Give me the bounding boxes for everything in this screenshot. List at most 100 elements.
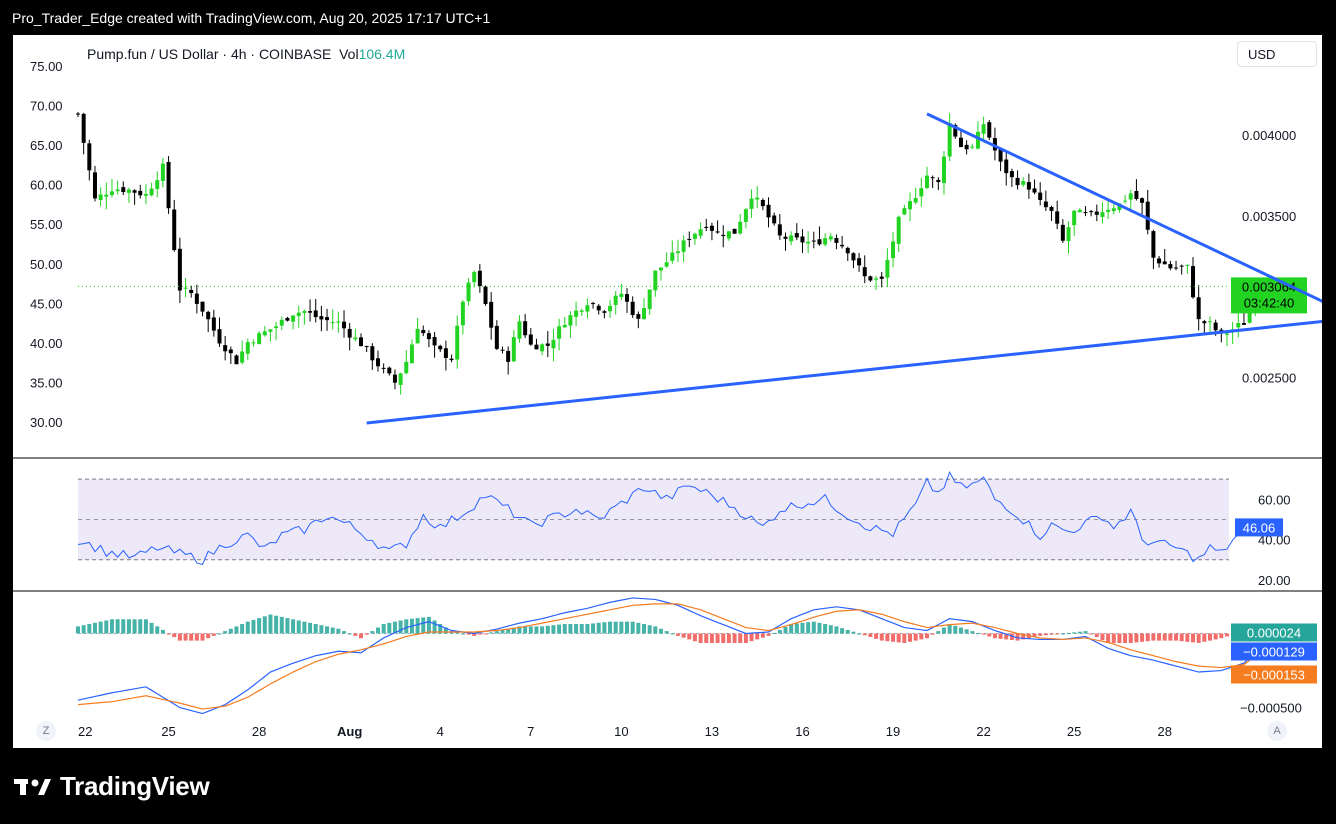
candle-body (308, 311, 313, 313)
macd-histogram-bar (1213, 633, 1218, 640)
macd-histogram-bar (591, 623, 596, 634)
candle-body (296, 312, 301, 317)
candle-body (1077, 209, 1082, 213)
auto-scale-button[interactable]: A (1267, 721, 1287, 741)
candle-body (228, 349, 233, 354)
candle-body (1015, 177, 1020, 186)
macd-histogram-bar (177, 633, 182, 641)
macd-histogram-bar (574, 624, 579, 634)
macd-histogram-bar (806, 622, 811, 634)
candle-body (172, 209, 177, 251)
candle-body (868, 276, 873, 281)
candle-body (608, 305, 613, 312)
macd-histogram-bar (257, 618, 262, 634)
candle-body (743, 209, 748, 222)
macd-histogram-bar (987, 633, 992, 637)
macd-histogram-bar (517, 626, 522, 634)
candle-body (1168, 264, 1173, 269)
macd-histogram-bar (1021, 633, 1026, 640)
candle-body (409, 344, 414, 364)
last-price-badge (1231, 277, 1307, 314)
macd-histogram-bar (217, 633, 222, 635)
macd-histogram-bar (709, 633, 714, 643)
macd-histogram-bar (1106, 633, 1111, 643)
candle-body (992, 138, 997, 151)
macd-histogram-bar (1145, 633, 1150, 642)
candle-body (749, 198, 754, 209)
candle-body (1185, 264, 1190, 266)
time-axis-tick: Aug (337, 724, 362, 739)
macd-histogram-bar (494, 631, 499, 634)
candle-body (828, 236, 833, 240)
candle-body (262, 331, 267, 336)
macd-histogram-bar (149, 622, 154, 634)
macd-histogram-bar (240, 624, 245, 634)
signal-value-label: −0.000153 (1243, 667, 1305, 682)
macd-histogram-bar (104, 620, 109, 634)
candle-body (206, 311, 211, 320)
macd-histogram-bar (426, 616, 431, 634)
candle-body (1009, 171, 1014, 178)
zoom-reset-button[interactable]: Z (36, 721, 56, 741)
candle-body (359, 337, 363, 347)
candle-body (528, 334, 533, 345)
currency-button[interactable]: USD (1237, 41, 1317, 67)
candle-body (958, 137, 963, 148)
candle-body (777, 224, 782, 236)
macd-histogram-bar (364, 633, 369, 635)
macd-histogram-bar (1111, 633, 1116, 643)
volume-value: 106.4M (358, 46, 406, 62)
rsi-axis-tick: 20.00 (1258, 573, 1291, 588)
candle-body (523, 321, 528, 336)
left-axis-tick: 70.00 (30, 99, 63, 114)
macd-histogram-bar (619, 621, 624, 634)
macd-histogram-bar (1128, 633, 1133, 643)
macd-histogram-bar (766, 633, 771, 636)
candle-body (975, 131, 980, 149)
candle-body (92, 172, 97, 199)
candle-body (177, 248, 182, 291)
macd-histogram-bar (975, 632, 980, 634)
macd-histogram-bar (687, 633, 692, 640)
candle-body (636, 314, 641, 319)
symbol-legend[interactable]: Pump.fun / US Dollar · 4h · COINBASE Vol… (87, 46, 405, 62)
candle-body (721, 234, 726, 237)
candle-body (891, 241, 896, 259)
macd-histogram-bar (76, 626, 80, 634)
candle-body (941, 156, 946, 183)
candle-body (1224, 333, 1229, 335)
candle-body (783, 236, 788, 239)
candle-body (919, 188, 924, 197)
candle-body (455, 325, 460, 360)
chart-panel[interactable]: Pump.fun / US Dollar · 4h · COINBASE Vol… (13, 35, 1322, 748)
macd-histogram-bar (483, 633, 488, 635)
macd-hist-badge (1231, 623, 1317, 642)
candle-body (715, 231, 720, 233)
time-axis-tick: 13 (705, 724, 719, 739)
macd-histogram-bar (1100, 633, 1105, 641)
candle-body (449, 358, 454, 361)
macd-histogram-bar (658, 628, 663, 634)
candle-body (274, 326, 279, 329)
candle-body (1100, 212, 1105, 218)
macd-histogram-bar (489, 632, 494, 634)
macd-histogram-bar (109, 619, 114, 634)
candle-body (908, 201, 913, 210)
macd-histogram-bar (189, 633, 194, 641)
macd-histogram-bar (862, 633, 867, 636)
candle-body (234, 355, 239, 365)
macd-histogram-bar (200, 633, 205, 641)
candle-body (545, 343, 550, 346)
macd-histogram-bar (704, 633, 709, 643)
macd-histogram-bar (404, 619, 409, 634)
chart-svg[interactable]: 75.0070.0065.0060.0055.0050.0045.0040.00… (13, 35, 1322, 748)
macd-histogram-bar (1032, 633, 1037, 638)
macd-histogram-bar (138, 619, 143, 634)
macd-histogram-bar (1162, 633, 1167, 641)
macd-histogram-bar (313, 624, 318, 634)
macd-histogram-bar (183, 633, 188, 641)
volume-label: Vol (339, 46, 359, 62)
candle-body (953, 124, 958, 137)
macd-histogram-bar (1224, 633, 1229, 637)
candle-body (364, 346, 369, 348)
